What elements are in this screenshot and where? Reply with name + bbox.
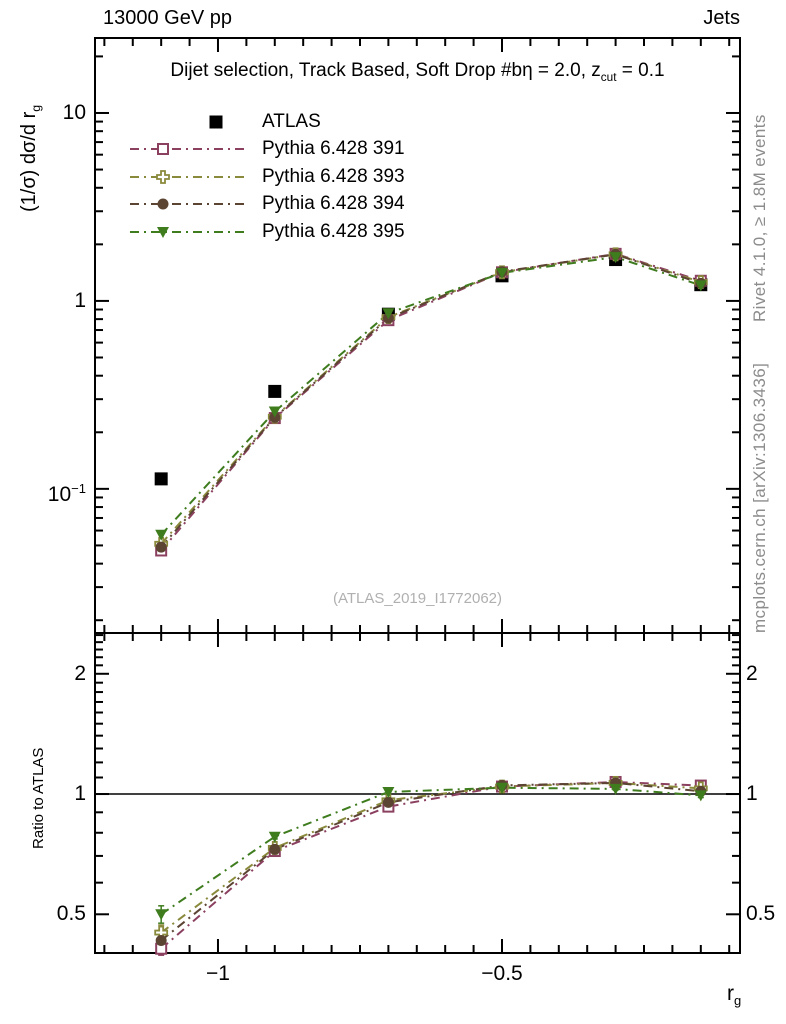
- legend-label: ATLAS: [262, 110, 321, 132]
- legend-marker-sample: [209, 115, 223, 129]
- marker-filled-triangle-down: [268, 406, 281, 418]
- marker-filled-square: [268, 384, 282, 398]
- marker-filled-triangle-down: [694, 790, 707, 802]
- marker-filled-circle: [155, 934, 167, 946]
- legend-marker-sample: [130, 169, 246, 184]
- legend-marker-sample: [130, 198, 246, 210]
- marker-filled-triangle-down: [495, 782, 508, 794]
- series-ratio-line-3: [160, 781, 701, 942]
- series-ratio-line-4: [160, 786, 701, 916]
- marker-filled-circle: [155, 541, 167, 553]
- legend-item-0: ATLAS: [128, 108, 528, 136]
- marker-filled-triangle-down: [382, 308, 395, 320]
- main-y-tick-label: 1: [74, 288, 86, 312]
- ratio-y-tick-label-right: 2: [746, 661, 758, 685]
- ratio-panel-border: [94, 632, 741, 954]
- x-tick-label: −1: [205, 962, 230, 985]
- marker-filled-triangle-down: [157, 226, 169, 238]
- legend-label: Pythia 6.428 391: [262, 138, 405, 160]
- selection-title-text: Dijet selection, Track Based, Soft Drop …: [170, 60, 601, 81]
- legend-label: Pythia 6.428 395: [262, 220, 405, 242]
- x-axis-label: rg: [727, 982, 741, 1008]
- main-y-axis-label-text: (1/σ) dσ/d r: [18, 111, 40, 212]
- ratio-y-tick-label-left: 2: [74, 661, 86, 685]
- main-y-tick-label: 10: [62, 100, 86, 124]
- ratio-y-tick-label-left: 0.5: [56, 902, 86, 926]
- legend: ATLAS Pythia 6.428 391 Pythia 6.428 393 Pyt…: [128, 108, 528, 246]
- series-line-4: [160, 256, 702, 536]
- series-ratio-line-1: [160, 780, 701, 950]
- marker-filled-circle: [157, 198, 169, 210]
- ratio-y-tick-label-left: 1: [74, 782, 86, 806]
- marker-open-square: [157, 143, 169, 156]
- x-axis-label-subscript: g: [734, 993, 742, 1009]
- ratio-y-tick-label-right: 0.5: [746, 902, 776, 926]
- legend-item-1: Pythia 6.428 391: [128, 136, 528, 164]
- x-tick-label: −0.5: [481, 962, 523, 985]
- marker-filled-square: [209, 115, 223, 129]
- series-ratio-line-2: [160, 781, 701, 934]
- marker-open-cross: [156, 169, 170, 184]
- marker-filled-triangle-down: [609, 783, 622, 795]
- selection-title: Dijet selection, Track Based, Soft Drop …: [95, 60, 740, 84]
- legend-item-3: Pythia 6.428 394: [128, 191, 528, 219]
- marker-filled-square: [154, 472, 168, 486]
- marker-filled-triangle-down: [694, 280, 707, 292]
- selection-title-tail: = 0.1: [616, 60, 665, 81]
- marker-filled-triangle-down: [268, 831, 281, 843]
- marker-filled-triangle-down: [155, 909, 168, 921]
- legend-item-4: Pythia 6.428 395: [128, 218, 528, 246]
- beam-energy-title: 13000 GeV pp: [103, 7, 232, 29]
- x-axis-label-text: r: [727, 982, 734, 1005]
- ratio-y-tick-label-right: 1: [746, 782, 758, 806]
- legend-marker-sample: [130, 226, 246, 238]
- main-y-tick-label: 10−1: [47, 480, 86, 506]
- watermark: (ATLAS_2019_I1772062): [332, 590, 502, 607]
- legend-item-2: Pythia 6.428 393: [128, 163, 528, 191]
- marker-filled-triangle-down: [609, 252, 622, 264]
- legend-label: Pythia 6.428 394: [262, 193, 405, 215]
- series-line-3: [160, 253, 702, 548]
- legend-marker-sample: [130, 143, 246, 156]
- selection-title-subscript: cut: [600, 70, 617, 84]
- marker-filled-triangle-down: [155, 529, 168, 541]
- marker-filled-circle: [382, 796, 394, 808]
- marker-filled-triangle-down: [382, 786, 395, 798]
- marker-filled-circle: [269, 843, 281, 855]
- analysis-group-title: Jets: [703, 7, 740, 29]
- rivet-version-note: Rivet 4.1.0, ≥ 1.8M events: [750, 114, 769, 322]
- legend-label: Pythia 6.428 393: [262, 165, 405, 187]
- marker-filled-triangle-down: [495, 267, 508, 279]
- mcplots-credit-note: mcplots.cern.ch [arXiv:1306.3436]: [750, 362, 769, 633]
- series-line-1: [160, 252, 702, 552]
